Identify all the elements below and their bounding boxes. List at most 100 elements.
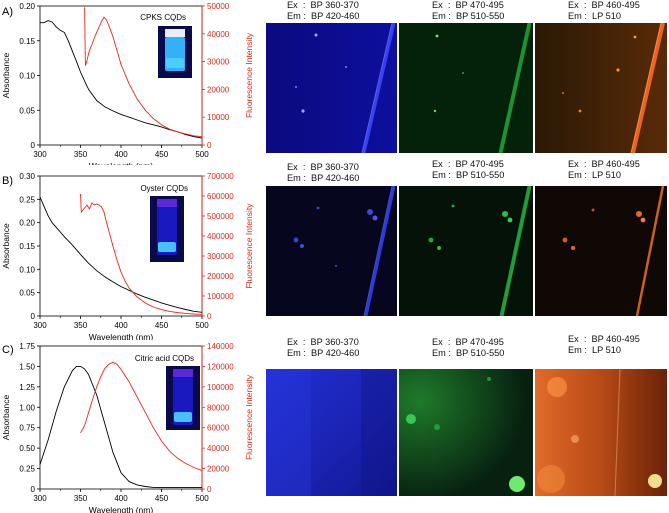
micrograph-green-row1 xyxy=(399,23,533,153)
micro-label-r2c0: Ex : BP 360-370 Em : BP 420-460 xyxy=(287,337,359,359)
ex-filter: Ex : BP 360-370 xyxy=(287,337,359,347)
y-right-tick-label: 0 xyxy=(207,485,212,494)
vial-photo xyxy=(150,196,184,262)
y-right-tick-label: 40000 xyxy=(207,444,230,453)
em-filter: Em : BP 510-550 xyxy=(432,348,505,358)
x-tick-label: 400 xyxy=(114,494,128,503)
micrograph-blue-row3 xyxy=(266,369,397,496)
fluorescence-line xyxy=(80,193,203,315)
em-filter: Em : BP 420-460 xyxy=(287,173,360,183)
ex-filter: Ex : BP 460-495 xyxy=(568,159,640,169)
y-left-tick-label: 0 xyxy=(31,312,36,321)
absorbance-line xyxy=(40,20,203,139)
micrograph-red-row3 xyxy=(535,369,667,496)
ex-filter: Ex : BP 460-495 xyxy=(568,334,640,344)
inset-label: Oyster CQDs xyxy=(140,184,188,193)
y-right-tick-label: 0 xyxy=(207,141,212,150)
y-left-axis-label: Absorbance xyxy=(1,395,11,441)
y-left-axis-label: Absorbance xyxy=(1,53,11,99)
x-tick-label: 300 xyxy=(33,494,47,503)
micrograph-art xyxy=(399,23,533,153)
y-right-axis-label: Fluorescence Intensity xyxy=(244,374,254,460)
y-right-tick-label: 500000 xyxy=(207,212,234,221)
micrograph-art xyxy=(399,186,533,316)
vial-photo xyxy=(166,366,200,430)
micro-label-r0c2: Ex : BP 460-495 Em : LP 510 xyxy=(568,0,640,22)
x-axis-label: Wavelength (nm) xyxy=(89,332,154,340)
y-left-tick-label: 0.30 xyxy=(19,172,35,181)
vial-cap xyxy=(165,29,185,37)
y-right-tick-label: 50000 xyxy=(207,2,230,11)
micrograph-art xyxy=(535,186,667,316)
y-left-tick-label: 0.15 xyxy=(19,37,35,46)
micrograph-art xyxy=(535,23,667,153)
inset-label: Citric acid CQDs xyxy=(135,354,194,363)
x-tick-label: 300 xyxy=(33,150,47,159)
micrograph-art xyxy=(266,186,397,316)
vial-liquid xyxy=(174,412,192,422)
x-tick-label: 500 xyxy=(195,321,209,330)
micrograph-blue-row1 xyxy=(266,23,397,153)
x-tick-label: 500 xyxy=(195,150,209,159)
ex-filter: Ex : BP 460-495 xyxy=(568,0,640,10)
y-left-tick-label: 0.15 xyxy=(19,242,35,251)
y-right-tick-label: 100000 xyxy=(207,292,234,301)
x-axis-label: Wavelength (nm) xyxy=(89,505,154,513)
ex-filter: Ex : BP 360-370 xyxy=(287,162,359,172)
micrograph-red-row1 xyxy=(535,23,667,153)
x-axis-label: Wavelength (nm) xyxy=(89,161,154,165)
ex-filter: Ex : BP 470-495 xyxy=(432,337,504,347)
y-left-tick-label: 0.10 xyxy=(19,72,35,81)
y-right-tick-label: 700000 xyxy=(207,172,234,181)
x-tick-label: 450 xyxy=(155,150,169,159)
em-filter: Em : BP 510-550 xyxy=(432,11,505,21)
chart-b: 300 350 400 450 500 Wavelength (nm) 0 0.05 0.10 0… xyxy=(1,172,254,340)
em-filter: Em : BP 510-550 xyxy=(432,170,505,180)
micro-label-r1c2: Ex : BP 460-495 Em : LP 510 xyxy=(568,159,640,181)
vial-liquid xyxy=(166,58,184,68)
x-tick-label: 400 xyxy=(114,321,128,330)
y-right-tick-label: 200000 xyxy=(207,272,234,281)
y-left-tick-label: 0 xyxy=(31,485,36,494)
ex-filter: Ex : BP 470-495 xyxy=(432,159,504,169)
micrograph-red-row2 xyxy=(535,186,667,316)
y-left-tick-label: 0.25 xyxy=(19,195,35,204)
micro-label-r1c1: Ex : BP 470-495 Em : BP 510-550 xyxy=(432,159,504,181)
micrograph-art xyxy=(535,369,667,496)
y-left-axis-label: Absorbance xyxy=(1,223,11,269)
micro-label-r0c0: Ex : BP 360-370 Em : BP 420-460 xyxy=(287,0,359,22)
chart-a: 300 350 400 450 500 Wavelength (nm) 0 0.05 0.10 0… xyxy=(1,2,254,165)
x-tick-label: 350 xyxy=(74,494,88,503)
em-filter: Em : BP 420-460 xyxy=(287,348,360,358)
em-filter: Em : LP 510 xyxy=(568,11,621,21)
vial-cap xyxy=(173,369,193,377)
inset-label: CPKS CQDs xyxy=(140,13,186,22)
y-right-tick-label: 10000 xyxy=(207,113,230,122)
ex-filter: Ex : BP 470-495 xyxy=(432,0,504,10)
micrograph-art xyxy=(266,369,397,496)
micrograph-green-row3 xyxy=(399,369,533,496)
vial-photo xyxy=(158,26,192,78)
x-tick-label: 300 xyxy=(33,321,47,330)
y-left-tick-label: 0.05 xyxy=(19,106,35,115)
vial-liquid xyxy=(158,242,176,252)
y-right-tick-label: 140000 xyxy=(207,342,234,351)
y-right-tick-label: 400000 xyxy=(207,232,234,241)
panel-label-c: C) xyxy=(2,344,14,356)
y-left-tick-label: 0.75 xyxy=(19,424,35,433)
y-right-tick-label: 80000 xyxy=(207,403,230,412)
x-tick-label: 450 xyxy=(155,494,169,503)
em-filter: Em : BP 420-460 xyxy=(287,11,360,21)
vial-cap xyxy=(157,199,177,207)
y-left-tick-label: 0.50 xyxy=(19,444,35,453)
y-left-tick-label: 0.20 xyxy=(19,219,35,228)
y-right-tick-label: 60000 xyxy=(207,424,230,433)
y-left-tick-label: 1.50 xyxy=(19,362,35,371)
y-right-tick-label: 40000 xyxy=(207,30,230,39)
micro-label-r2c1: Ex : BP 470-495 Em : BP 510-550 xyxy=(432,337,504,359)
micrograph-green-row2 xyxy=(399,186,533,316)
y-right-tick-label: 600000 xyxy=(207,192,234,201)
ex-filter: Ex : BP 360-370 xyxy=(287,0,359,10)
y-right-tick-label: 20000 xyxy=(207,85,230,94)
micrograph-art xyxy=(266,23,397,153)
